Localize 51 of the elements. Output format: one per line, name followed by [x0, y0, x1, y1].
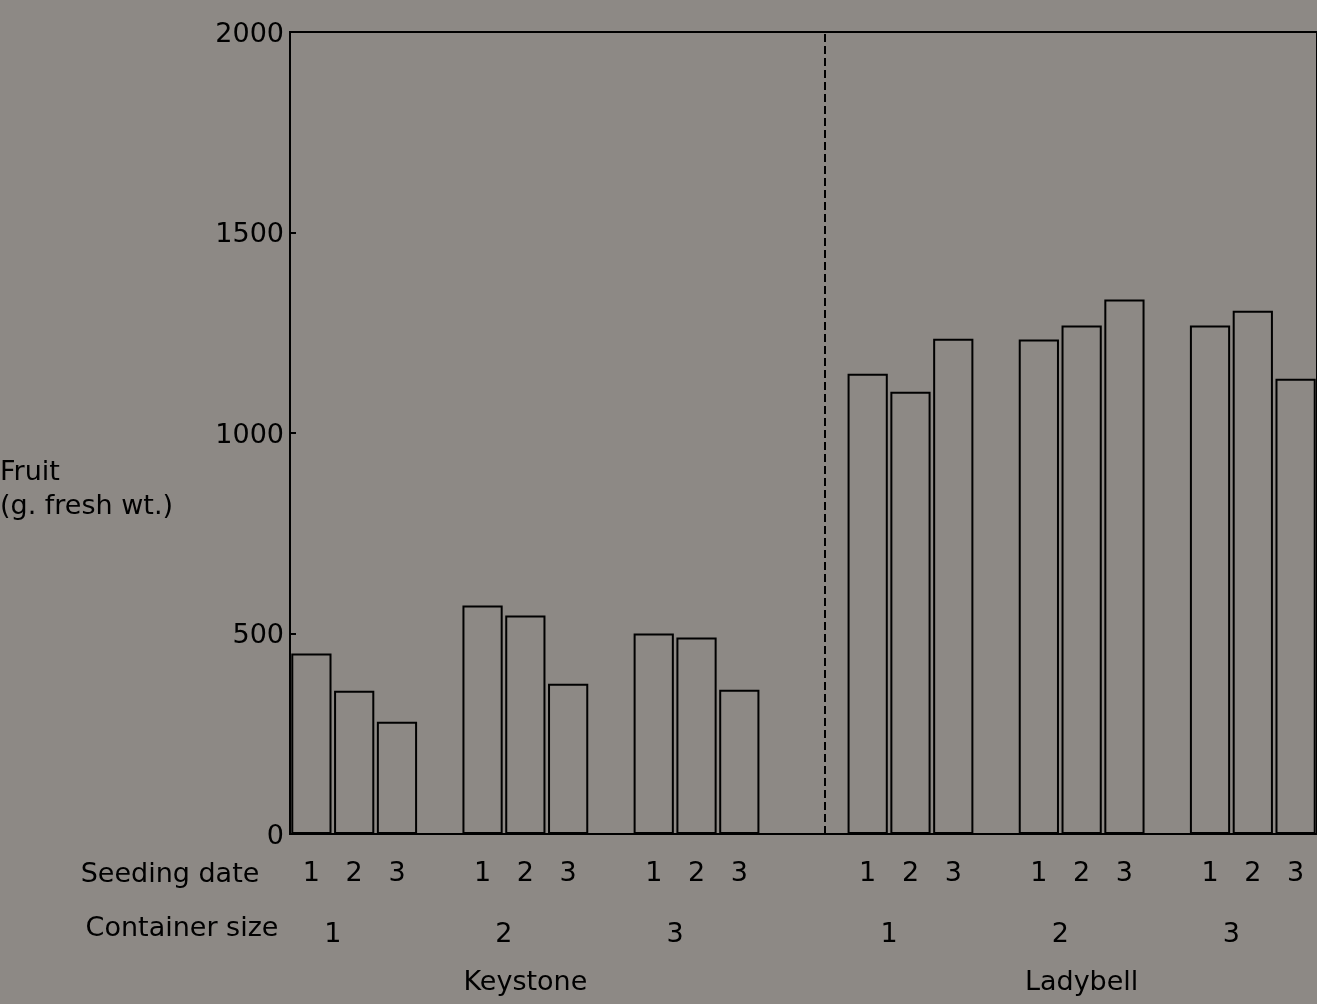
- bar: [1104, 299, 1145, 834]
- text: Seeding date: [80, 856, 260, 888]
- text: 2: [495, 916, 513, 948]
- text: Container size: [85, 910, 279, 942]
- y-tick-label: 2000: [215, 16, 284, 48]
- x-tick-label: 2: [516, 856, 534, 887]
- bar: [1018, 339, 1059, 834]
- text: 3: [666, 916, 684, 948]
- y-tick-label: 1500: [215, 217, 284, 248]
- x-tick-label: 3: [1287, 856, 1305, 887]
- text: 1: [880, 916, 898, 948]
- bar: [1232, 310, 1273, 834]
- bar: [334, 690, 375, 834]
- bar: [505, 615, 546, 834]
- x-tick-label: 1: [645, 856, 663, 887]
- y-axis-title: Fruit (g. fresh wt.): [0, 454, 174, 520]
- bar: [1189, 325, 1231, 834]
- bar: [890, 391, 931, 834]
- text: 3: [1222, 916, 1241, 948]
- bar: [1061, 325, 1102, 834]
- x-tick-label: 1: [302, 856, 320, 887]
- x-tick-label: 3: [559, 856, 577, 887]
- bar: [719, 689, 760, 834]
- x-tick-label: 2: [687, 856, 706, 887]
- x-tick-label: 1: [1201, 856, 1219, 887]
- x-tick-label: 3: [944, 856, 962, 887]
- x-tick-label: 2: [1244, 856, 1262, 887]
- y-tick-label: 500: [232, 618, 284, 649]
- x-tick-label: 2: [345, 856, 363, 887]
- bar: [676, 637, 717, 834]
- bar: [462, 605, 503, 834]
- bar: [933, 338, 974, 834]
- bar: [291, 653, 332, 834]
- text: Keystone: [463, 964, 588, 996]
- bar: [847, 373, 888, 834]
- x-tick-label: 1: [1030, 856, 1048, 887]
- text: 1: [324, 916, 342, 948]
- text: 2: [1051, 916, 1069, 948]
- y-tick-label: 0: [266, 818, 284, 850]
- x-tick-label: 2: [901, 856, 920, 887]
- y-tick-label: 1000: [215, 417, 284, 449]
- x-tick-label: 1: [473, 856, 492, 887]
- text: Ladybell: [1024, 964, 1139, 996]
- x-tick-label: 3: [730, 856, 748, 887]
- x-tick-label: 2: [1073, 856, 1091, 887]
- bar: [633, 633, 674, 834]
- bar: [548, 683, 589, 834]
- bar: [376, 721, 418, 834]
- x-tick-label: 3: [1115, 856, 1134, 887]
- x-tick-label: 3: [388, 856, 406, 887]
- x-tick-label: 1: [859, 856, 877, 887]
